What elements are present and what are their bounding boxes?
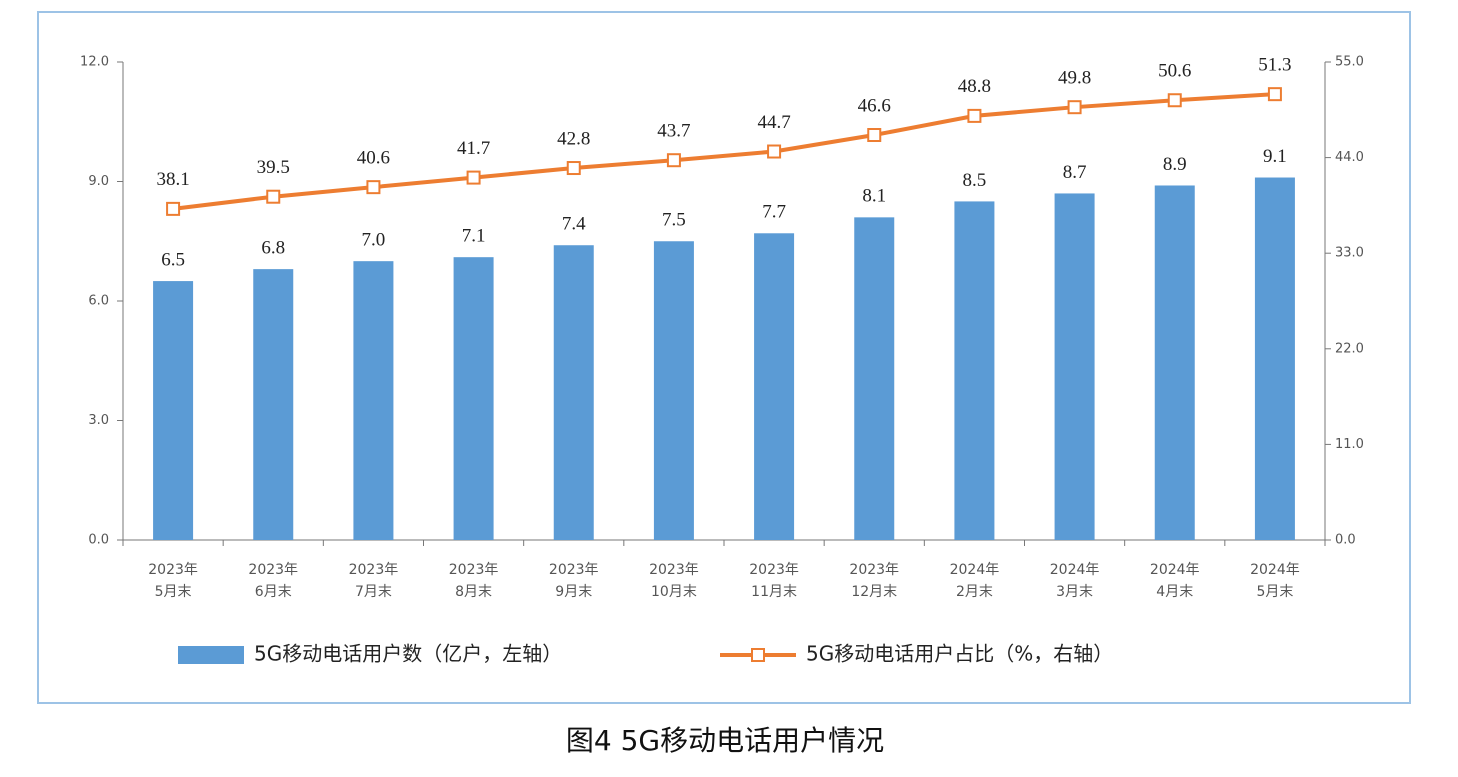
- y-tick-label: 0.0: [88, 533, 109, 548]
- x-tick-label: 9月末: [555, 584, 592, 600]
- bar-value-label: 8.5: [963, 170, 987, 191]
- bar-value-label: 8.1: [862, 186, 886, 207]
- line-value-label: 43.7: [657, 121, 690, 142]
- line-value-label: 39.5: [257, 157, 290, 178]
- line-marker: [366, 180, 381, 195]
- line-value-label: 50.6: [1158, 61, 1191, 82]
- line-marker: [1267, 87, 1282, 102]
- legend-label: 5G移动电话用户数（亿户，左轴）: [254, 642, 562, 666]
- chart-title: 图4 5G移动电话用户情况: [566, 724, 884, 757]
- x-tick-label: 2023年: [148, 562, 198, 578]
- bar: [754, 233, 795, 541]
- bar-value-label: 9.1: [1263, 146, 1287, 167]
- y-tick-label: 3.0: [88, 413, 109, 428]
- line-value-label: 51.3: [1258, 55, 1291, 76]
- chart-frame: [37, 11, 1411, 704]
- bar-value-label: 7.4: [562, 214, 586, 235]
- line-marker: [1067, 100, 1082, 115]
- bar: [353, 261, 394, 540]
- line: [172, 92, 1276, 211]
- bar: [153, 281, 194, 540]
- line-marker: [666, 153, 681, 168]
- y-tick-label: 6.0: [88, 294, 109, 309]
- x-tick-label: 6月末: [255, 584, 292, 600]
- bar: [653, 241, 694, 540]
- bar-value-label: 7.1: [462, 226, 486, 247]
- bar-value-label: 7.5: [662, 210, 686, 231]
- bar-value-label: 8.7: [1063, 162, 1087, 183]
- y2-tick-label: 11.0: [1335, 437, 1364, 452]
- x-tick-label: 2月末: [956, 584, 993, 600]
- line-value-label: 44.7: [757, 112, 790, 133]
- y2-tick-label: 55.0: [1335, 55, 1364, 70]
- line-marker: [166, 201, 181, 216]
- line-marker: [566, 161, 581, 176]
- x-tick-label: 5月末: [1256, 584, 1293, 600]
- y2-tick-label: 22.0: [1335, 341, 1364, 356]
- bar-value-label: 6.8: [261, 237, 285, 258]
- x-tick-label: 4月末: [1156, 584, 1193, 600]
- legend-label: 5G移动电话用户占比（%，右轴）: [806, 642, 1113, 666]
- x-tick-label: 2023年: [248, 562, 298, 578]
- bar: [1054, 193, 1095, 540]
- bar: [954, 201, 995, 540]
- x-tick-label: 2024年: [950, 562, 1000, 578]
- x-tick-label: 8月末: [455, 584, 492, 600]
- line-marker: [466, 170, 481, 185]
- x-tick-label: 7月末: [355, 584, 392, 600]
- y-tick-label: 12.0: [80, 55, 109, 70]
- x-tick-label: 2023年: [649, 562, 699, 578]
- y2-tick-label: 33.0: [1335, 246, 1364, 261]
- x-tick-label: 2023年: [549, 562, 599, 578]
- bar-value-label: 7.7: [762, 202, 786, 223]
- x-tick-label: 2023年: [349, 562, 399, 578]
- line-marker: [867, 128, 882, 143]
- bar-value-label: 6.5: [161, 249, 185, 270]
- x-tick-label: 2023年: [449, 562, 499, 578]
- line-value-label: 48.8: [958, 76, 991, 97]
- bar: [1254, 177, 1295, 540]
- x-tick-label: 11月末: [751, 584, 797, 600]
- line-value-label: 40.6: [357, 148, 390, 169]
- bar: [1154, 185, 1195, 540]
- x-tick-label: 2024年: [1050, 562, 1100, 578]
- y2-tick-label: 44.0: [1335, 150, 1364, 165]
- line-value-label: 38.1: [156, 169, 189, 190]
- legend-swatch-marker: [751, 648, 765, 662]
- x-tick-label: 2023年: [849, 562, 899, 578]
- bar: [854, 217, 895, 540]
- y2-tick-label: 0.0: [1335, 533, 1356, 548]
- line-value-label: 42.8: [557, 128, 590, 149]
- line-marker: [767, 144, 782, 159]
- x-tick-label: 2023年: [749, 562, 799, 578]
- bar-value-label: 8.9: [1163, 154, 1187, 175]
- line-marker: [266, 189, 281, 204]
- x-tick-label: 2024年: [1150, 562, 1200, 578]
- line-value-label: 41.7: [457, 138, 490, 159]
- y-tick-label: 9.0: [88, 174, 109, 189]
- line-value-label: 46.6: [858, 95, 891, 116]
- bar-value-label: 7.0: [362, 230, 386, 251]
- x-tick-label: 3月末: [1056, 584, 1093, 600]
- x-tick-label: 2024年: [1250, 562, 1300, 578]
- x-tick-label: 10月末: [651, 584, 697, 600]
- x-tick-label: 12月末: [851, 584, 897, 600]
- legend-swatch: [178, 646, 244, 664]
- line-marker: [1167, 93, 1182, 108]
- bar: [453, 257, 494, 540]
- bar: [553, 245, 594, 540]
- line-marker: [967, 108, 982, 123]
- bar: [253, 269, 294, 540]
- x-tick-label: 5月末: [155, 584, 192, 600]
- line-value-label: 49.8: [1058, 68, 1091, 89]
